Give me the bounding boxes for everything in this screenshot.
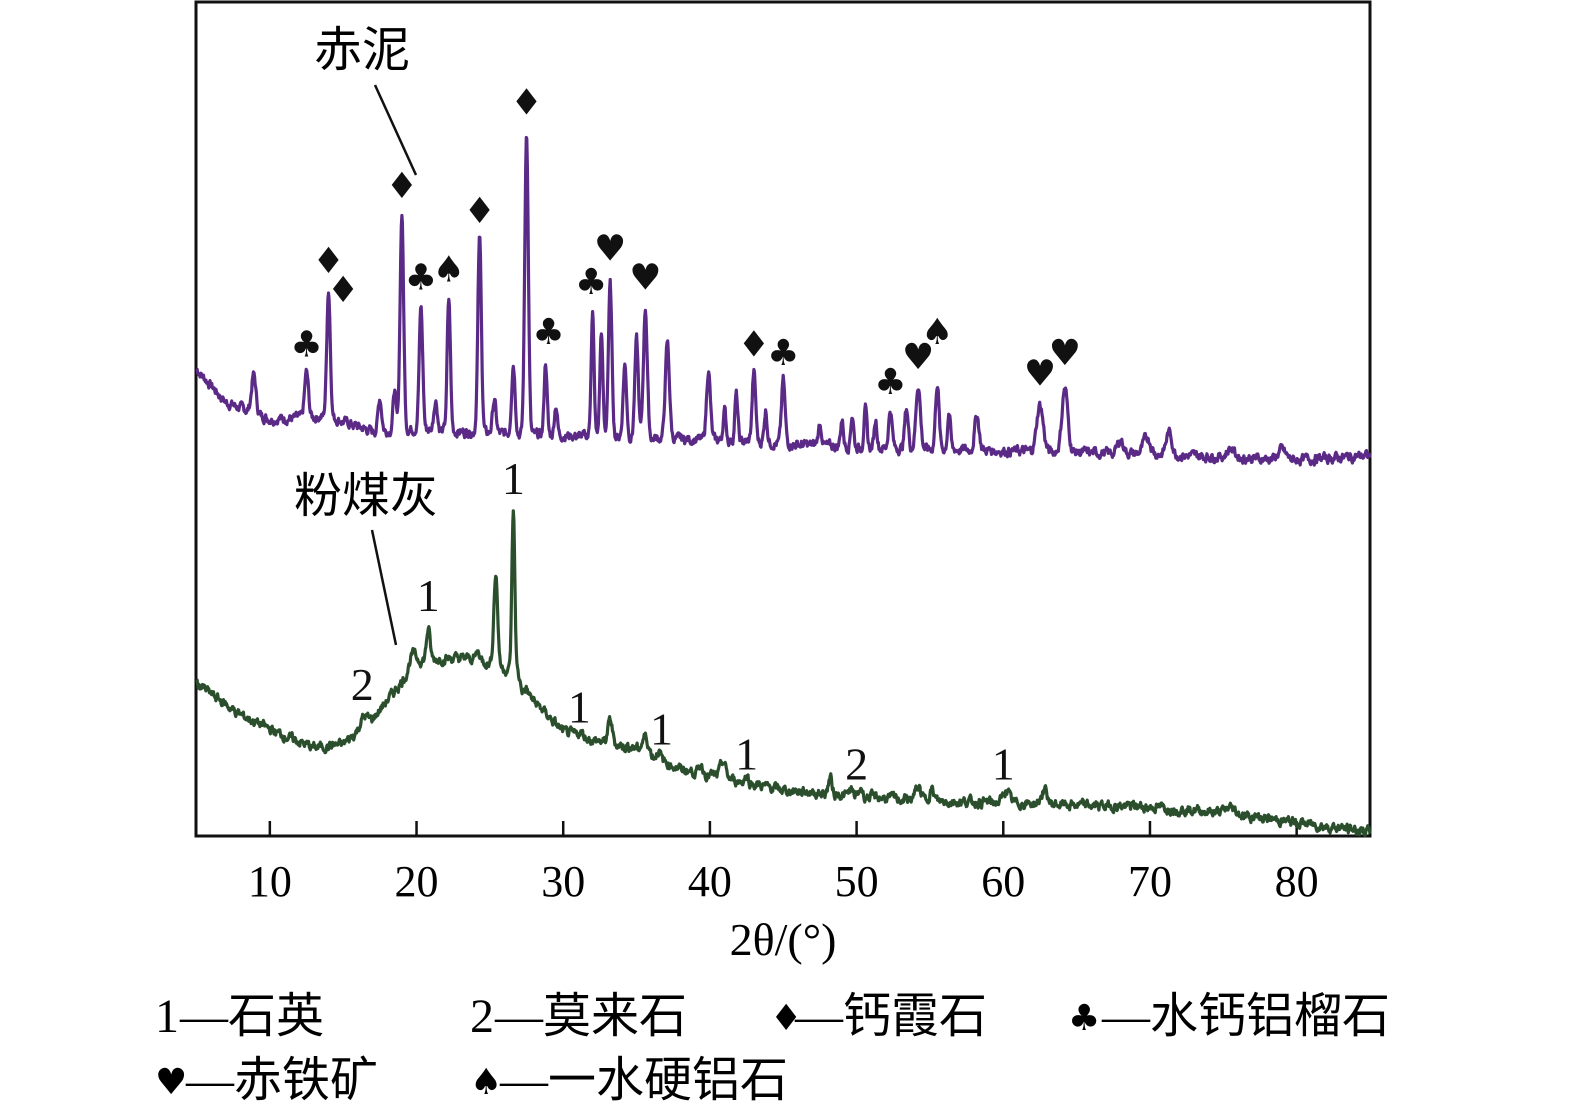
legend-entry-hydrogarnet: ♣ —水钙铝榴石 [1068,990,1390,1043]
legend-entry-quartz: 1 —石英 [155,990,324,1043]
svg-text:—钙霞石: —钙霞石 [794,990,987,1043]
legend-entry-mullite: 2 —莫来石 [470,990,687,1043]
svg-text:—水钙铝榴石: —水钙铝榴石 [1101,990,1390,1043]
svg-text:—赤铁矿: —赤铁矿 [185,1054,378,1107]
peak-label: 1 [417,570,440,621]
peak-label: ♦ [463,191,495,232]
peak-label: ♣ [874,362,906,403]
svg-text:—石英: —石英 [179,990,324,1043]
legend-entry-diaspore: ♠ —一水硬铝石 [470,1054,788,1107]
peak-label: 2 [845,738,868,789]
legend: 1 —石英 2 —莫来石 ♦ —钙霞石 ♣ —水钙铝榴石 ♥ —赤铁矿 ♠ —一… [155,990,1390,1107]
series-label-fly-ash-leader [370,529,398,646]
peak-label: ♦ [386,166,418,207]
peak-label: ♥ [594,229,626,270]
series-curves [195,135,1372,837]
peak-label: ♦ [738,324,770,365]
peak-label: ♣ [290,324,322,365]
peak-label: ♣ [767,333,799,374]
peak-label: ♥ [902,337,934,378]
peak-annotations: ♣♦♦♦♣♠♦♦♣♣♥♥♦♣♣♥♠♥♥112 1 1 1 2 1 [290,83,1081,790]
series-label-red-mud-leader [373,84,418,176]
x-axis-label: 2θ/(°) [730,914,837,965]
peak-label: ♦ [327,270,359,311]
series-line-fly-ash [195,509,1372,837]
peak-label: ♣ [575,262,607,303]
x-tick-label: 50 [835,857,879,906]
x-tick-label: 30 [541,857,585,906]
svg-text:♦: ♦ [770,998,802,1039]
peak-label: ♥ [1049,333,1081,374]
svg-text:1: 1 [155,990,179,1043]
peak-label: ♠ [921,312,953,353]
svg-text:♠: ♠ [470,1062,502,1103]
peak-label: 1 [650,703,673,754]
svg-text:—莫来石: —莫来石 [494,990,687,1043]
peak-label: 1 [568,682,591,733]
peak-label: ♠ [433,249,465,290]
peak-label: 1 [992,738,1015,789]
x-tick-label: 20 [395,857,439,906]
legend-entry-hematite: ♥ —赤铁矿 [155,1054,378,1107]
legend-entry-cancrinite: ♦ —钙霞石 [770,990,987,1043]
series-line-red-mud [195,135,1372,467]
peak-label: 2 [351,659,374,710]
peak-label: 1 [502,453,525,504]
plot-frame [194,0,1372,838]
series-label-red-mud: 赤泥 [314,24,410,77]
x-tick-label: 40 [688,857,732,906]
peak-label: ♥ [629,258,661,299]
peak-label: ♥ [1024,354,1056,395]
x-axis-ticks: 10 20 30 40 50 60 70 80 [248,821,1319,906]
peak-label: ♣ [532,312,564,353]
series-label-fly-ash: 粉煤灰 [294,470,438,523]
x-tick-label: 80 [1275,857,1319,906]
x-tick-label: 10 [248,857,292,906]
svg-text:♥: ♥ [155,1062,187,1103]
peak-label: ♦ [510,83,542,124]
x-tick-label: 60 [981,857,1025,906]
peak-label: ♦ [312,241,344,282]
svg-text:♣: ♣ [1068,998,1100,1039]
peak-label: ♣ [405,258,437,299]
svg-text:—一水硬铝石: —一水硬铝石 [499,1054,788,1107]
peak-label: 1 [735,728,758,779]
svg-text:2: 2 [470,990,494,1043]
x-tick-label: 70 [1128,857,1172,906]
